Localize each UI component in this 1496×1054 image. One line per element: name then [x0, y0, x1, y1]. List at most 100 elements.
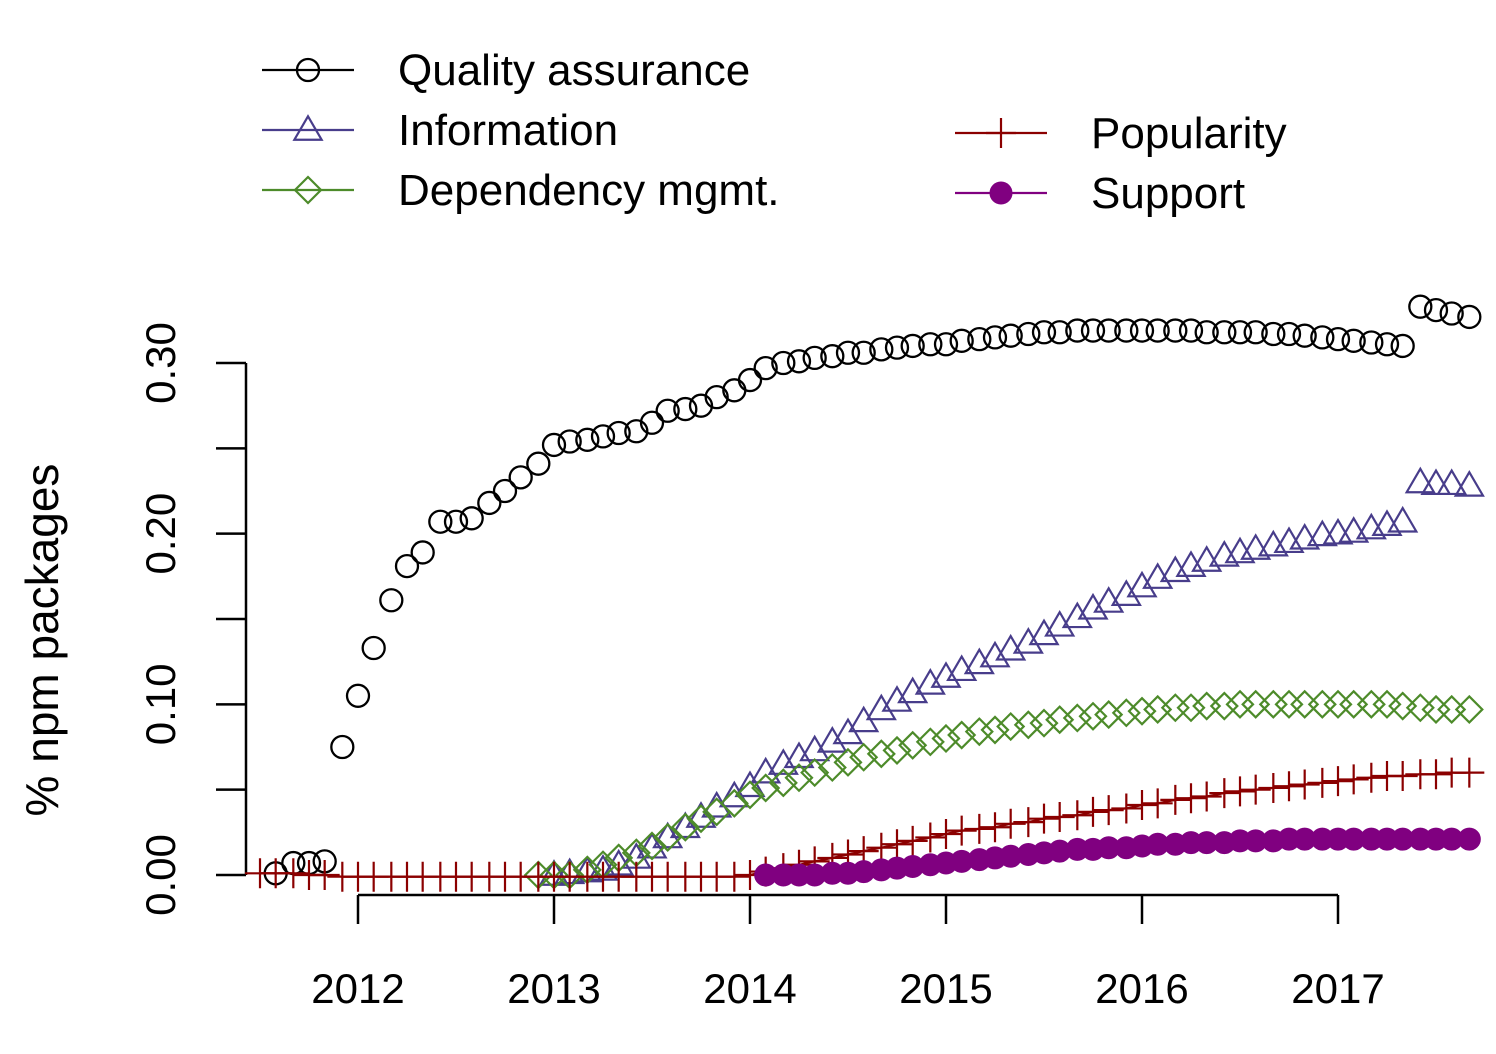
data-point-quality-assurance	[820, 344, 845, 369]
data-point-quality-assurance	[737, 367, 763, 393]
data-point-information	[1338, 516, 1370, 543]
data-point-quality-assurance	[900, 333, 925, 359]
data-point-quality-assurance	[1341, 328, 1366, 353]
legend-label: Quality assurance	[398, 46, 750, 95]
data-point-information	[914, 668, 946, 695]
data-point-quality-assurance	[477, 490, 502, 516]
data-point-information	[995, 633, 1027, 661]
data-point-popularity	[1044, 801, 1075, 832]
data-point-dependency-mgmt	[1290, 689, 1320, 719]
data-point-popularity	[1029, 803, 1059, 834]
data-point-information	[1077, 592, 1109, 620]
data-point-quality-assurance	[753, 355, 778, 381]
data-point-information	[816, 726, 848, 753]
data-point-quality-assurance	[526, 451, 551, 476]
data-point-dependency-mgmt	[964, 717, 994, 747]
data-point-quality-assurance	[933, 332, 959, 357]
data-point-quality-assurance	[428, 509, 453, 534]
data-point-popularity	[1225, 776, 1255, 807]
data-point-quality-assurance	[624, 419, 649, 444]
data-point-popularity	[1111, 793, 1142, 824]
data-point-information	[767, 748, 799, 775]
data-point-dependency-mgmt	[1127, 696, 1157, 726]
x-tick-label: 2016	[1095, 965, 1188, 1012]
data-point-quality-assurance	[918, 332, 943, 357]
data-point-quality-assurance	[802, 345, 827, 371]
data-point-quality-assurance	[1457, 304, 1482, 330]
data-point-quality-assurance	[541, 432, 567, 458]
data-point-dependency-mgmt	[1111, 698, 1141, 728]
legend-item-support: Support	[955, 169, 1245, 218]
data-point-popularity	[1387, 761, 1418, 792]
data-point-popularity	[1209, 778, 1240, 809]
data-point-quality-assurance	[590, 424, 616, 449]
data-point-quality-assurance	[557, 429, 582, 454]
data-point-quality-assurance	[1261, 321, 1286, 347]
data-point-quality-assurance	[1423, 297, 1449, 323]
data-point-quality-assurance	[1016, 321, 1041, 347]
data-point-information	[1240, 533, 1272, 560]
data-point-dependency-mgmt	[849, 742, 879, 772]
data-point-dependency-mgmt	[1176, 693, 1206, 723]
data-point-quality-assurance	[1031, 320, 1057, 345]
data-point-popularity	[1421, 759, 1451, 790]
data-point-popularity	[1093, 795, 1124, 826]
data-point-quality-assurance	[1439, 301, 1464, 326]
data-point-information	[1404, 466, 1436, 494]
data-point-popularity	[1307, 767, 1338, 798]
data-point-dependency-mgmt	[898, 730, 928, 760]
data-point-quality-assurance	[1276, 321, 1302, 347]
legend-marker	[989, 181, 1013, 205]
data-point-popularity	[1356, 762, 1387, 793]
data-point-dependency-mgmt	[1209, 691, 1239, 721]
data-point-quality-assurance	[1096, 318, 1121, 343]
data-point-popularity	[1289, 769, 1320, 800]
data-point-popularity	[897, 825, 928, 856]
data-point-popularity	[931, 819, 961, 850]
data-point-popularity	[1258, 772, 1289, 803]
y-tick-label: 0.10	[137, 663, 184, 745]
data-point-information	[1387, 505, 1419, 533]
data-point-quality-assurance	[982, 325, 1008, 350]
data-point-support	[1457, 827, 1481, 851]
data-point-quality-assurance	[345, 683, 371, 708]
data-point-information	[783, 741, 815, 769]
legend-label: Support	[1091, 169, 1245, 218]
y-tick-label: 0.20	[137, 493, 184, 575]
data-point-quality-assurance	[1390, 333, 1415, 359]
data-point-popularity	[1062, 800, 1093, 831]
series-support	[754, 827, 1481, 887]
data-point-dependency-mgmt	[882, 735, 912, 765]
data-point-popularity	[309, 860, 340, 890]
data-point-popularity	[1240, 774, 1271, 805]
data-point-information	[1093, 586, 1125, 613]
data-point-dependency-mgmt	[1029, 708, 1059, 738]
y-axis: 0.00 0.10 0.20 0.30	[137, 322, 248, 916]
data-point-dependency-mgmt	[833, 747, 863, 777]
data-point-quality-assurance	[655, 398, 680, 423]
data-point-quality-assurance	[949, 328, 974, 353]
data-point-quality-assurance	[508, 465, 533, 490]
data-point-quality-assurance	[1374, 332, 1400, 357]
data-point-popularity	[1127, 790, 1157, 821]
legend-item-information: Information	[262, 106, 618, 155]
data-point-popularity	[1454, 757, 1485, 788]
data-point-information	[865, 693, 897, 721]
legend-item-popularity: Popularity	[955, 109, 1287, 158]
data-point-quality-assurance	[1408, 294, 1433, 319]
x-tick-label: 2017	[1291, 965, 1384, 1012]
data-point-quality-assurance	[1359, 330, 1384, 355]
data-point-dependency-mgmt	[637, 831, 667, 861]
data-point-popularity	[1176, 783, 1206, 814]
data-point-quality-assurance	[1080, 318, 1106, 343]
y-axis-label: % npm packages	[16, 464, 68, 817]
data-point-dependency-mgmt	[1307, 689, 1337, 719]
data-point-quality-assurance	[1212, 320, 1237, 345]
data-point-dependency-mgmt	[768, 768, 798, 798]
data-point-popularity	[980, 812, 1010, 843]
data-point-information	[1110, 579, 1142, 606]
data-point-popularity	[1160, 784, 1191, 815]
data-point-information	[1126, 570, 1158, 598]
data-point-dependency-mgmt	[784, 763, 814, 793]
data-point-quality-assurance	[379, 588, 404, 613]
